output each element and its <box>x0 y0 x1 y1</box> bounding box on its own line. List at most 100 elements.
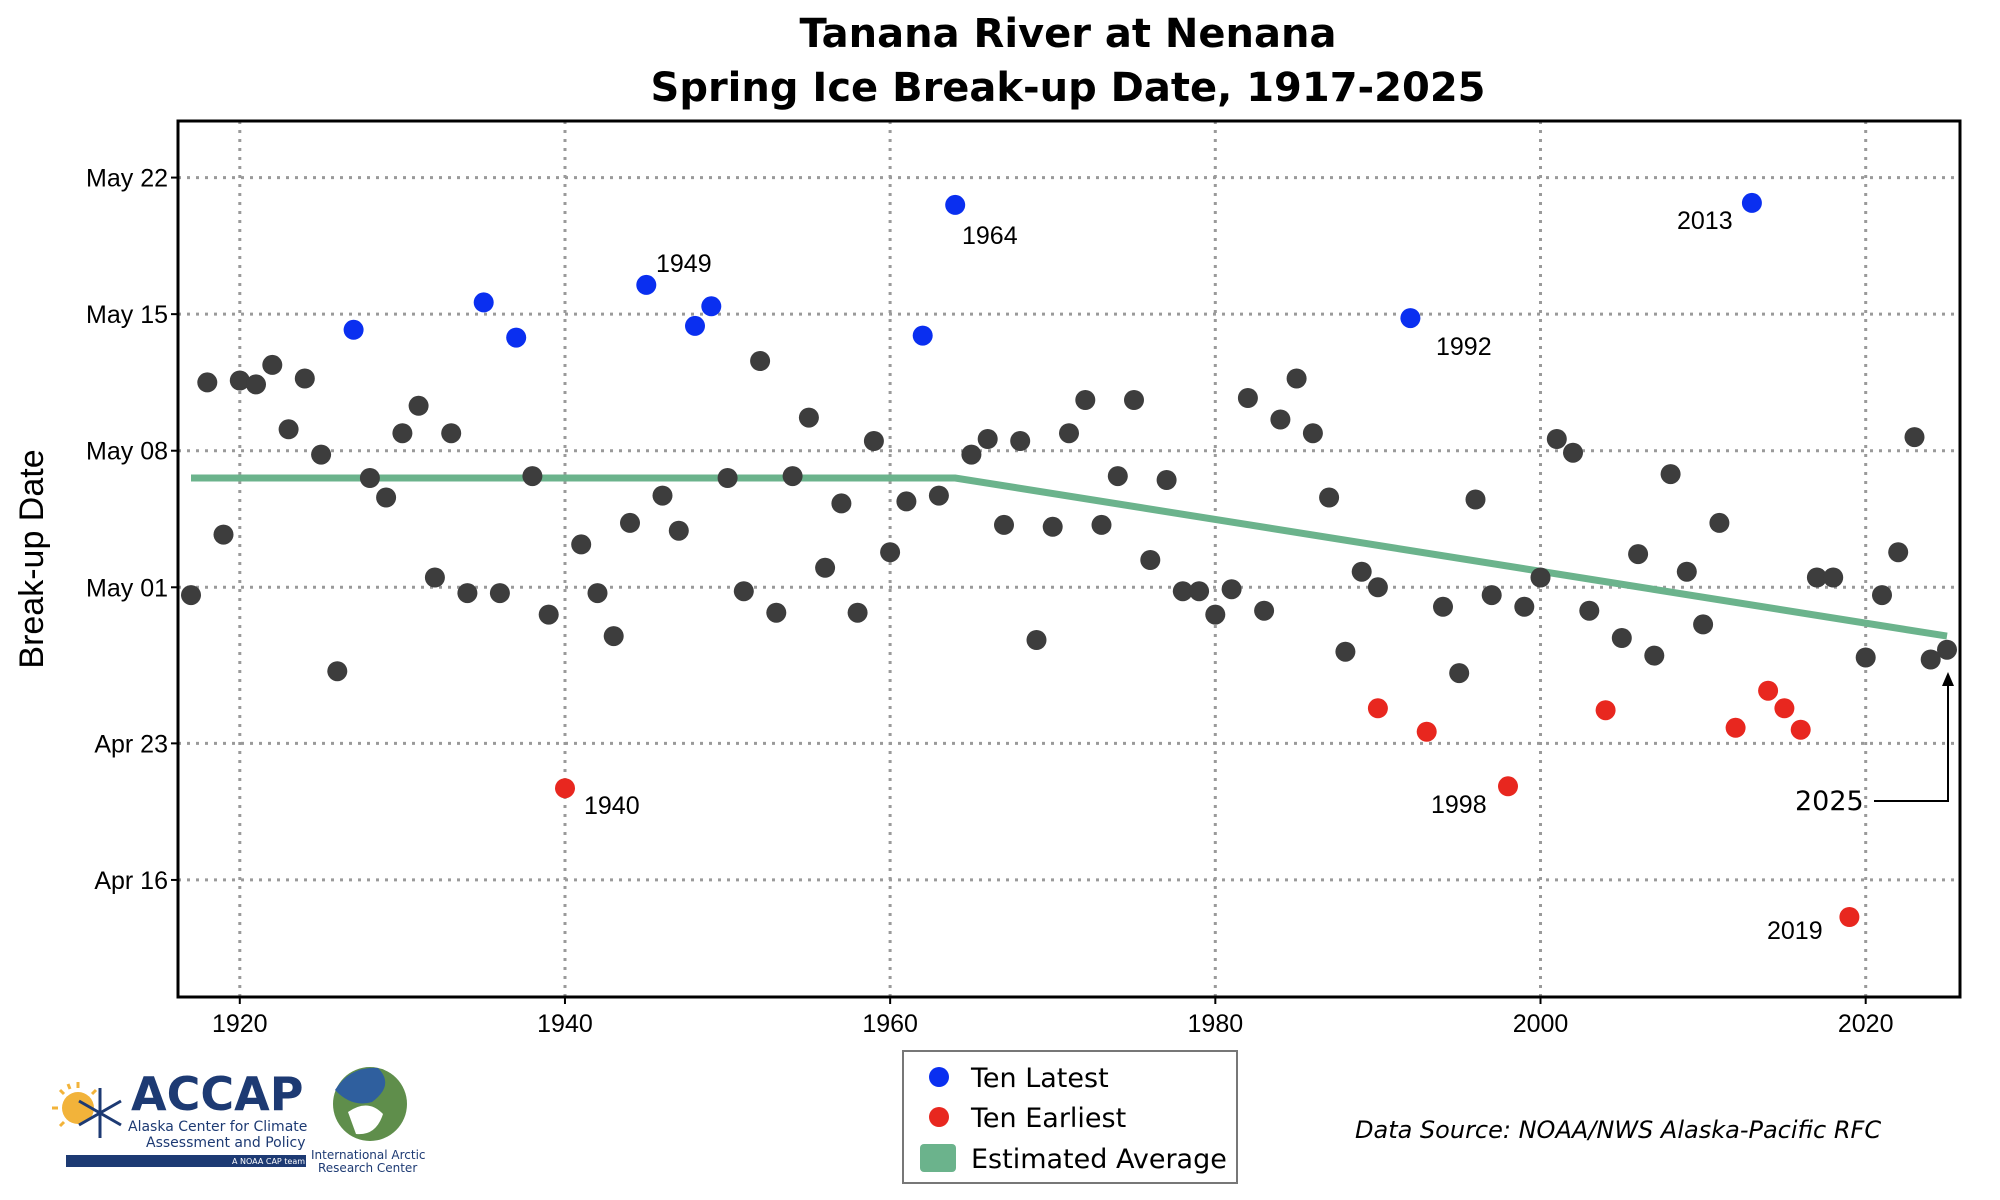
point-normal-1960 <box>880 542 901 563</box>
point-normal-1979 <box>1189 581 1210 602</box>
legend-label-latest: Ten Latest <box>970 1063 1109 1094</box>
point-normal-2024 <box>1920 649 1941 670</box>
point-normal-1977 <box>1156 470 1177 490</box>
point-normal-1958 <box>847 602 868 623</box>
x-tick-label: 1920 <box>212 1010 268 1038</box>
point-normal-1926 <box>327 661 348 682</box>
y-axis-ticks: Apr 16 Apr 23 May 01 May 08 May 15 May 22 <box>86 165 178 895</box>
point-earliest-2012 <box>1725 717 1746 738</box>
point-normal-1931 <box>408 395 429 416</box>
point-latest-1935 <box>473 292 494 313</box>
point-normal-1955 <box>798 407 819 428</box>
point-latest-1927 <box>343 319 364 340</box>
point-normal-2008 <box>1660 464 1681 485</box>
chart-title-line2: Spring Ice Break-up Date, 1917-2025 <box>651 65 1486 111</box>
point-normal-1965 <box>961 444 982 465</box>
point-normal-1997 <box>1481 585 1502 606</box>
annotations: 1949 1964 2013 1992 1940 1998 2019 2025 <box>584 207 1954 945</box>
point-normal-1923 <box>278 419 299 440</box>
data-source-text: Data Source: NOAA/NWS Alaska-Pacific RFC <box>1355 1116 1881 1144</box>
annotation-2013: 2013 <box>1677 207 1733 235</box>
point-normal-1936 <box>489 583 510 604</box>
legend-marker-latest <box>929 1067 949 1087</box>
point-normal-1967 <box>994 514 1014 535</box>
point-normal-1989 <box>1351 561 1372 582</box>
point-normal-1920 <box>229 370 250 391</box>
point-normal-2010 <box>1693 614 1714 635</box>
legend-frame <box>902 1050 1238 1184</box>
legend-label-average: Estimated Average <box>971 1144 1227 1175</box>
point-normal-1929 <box>376 487 397 508</box>
point-normal-1954 <box>782 466 803 487</box>
point-normal-1968 <box>1010 431 1031 451</box>
point-normal-1987 <box>1319 487 1340 508</box>
accap-logo-line1: Alaska Center for Climate <box>128 1119 307 1135</box>
point-latest-1964 <box>945 194 966 215</box>
point-latest-1945 <box>636 274 657 295</box>
legend: Ten Latest Ten Earliest Estimated Averag… <box>902 1050 1238 1184</box>
point-normal-1982 <box>1237 388 1258 408</box>
point-normal-1996 <box>1465 489 1486 510</box>
point-earliest-1993 <box>1416 721 1437 742</box>
point-normal-1938 <box>522 466 543 487</box>
average-line <box>191 474 1948 640</box>
point-normal-2009 <box>1676 561 1697 582</box>
point-normal-1918 <box>197 372 218 393</box>
point-normal-1941 <box>571 534 592 555</box>
sun-icon <box>62 1092 94 1124</box>
point-latest-1937 <box>506 327 527 348</box>
point-normal-1963 <box>928 485 949 506</box>
chart-title-line1: Tanana River at Nenana <box>800 11 1337 57</box>
point-normal-2006 <box>1628 544 1649 565</box>
point-normal-2025 <box>1937 639 1957 660</box>
legend-marker-earliest <box>929 1107 949 1127</box>
point-normal-1978 <box>1172 581 1193 602</box>
point-normal-2002 <box>1563 442 1583 463</box>
point-normal-1975 <box>1124 390 1144 410</box>
point-normal-2001 <box>1546 429 1567 449</box>
annotation-1964: 1964 <box>962 222 1018 250</box>
point-normal-2020 <box>1855 647 1876 668</box>
annotation-2025-arrow-line <box>1874 682 1949 802</box>
point-normal-1994 <box>1433 596 1453 617</box>
point-normal-1974 <box>1107 466 1128 487</box>
point-latest-1962 <box>912 325 933 346</box>
point-normal-1983 <box>1254 600 1275 621</box>
accap-logo: ACCAP Alaska Center for Climate Assessme… <box>52 1067 307 1167</box>
point-normal-1943 <box>603 626 624 647</box>
iarc-logo: International Arctic Research Center <box>311 1067 426 1175</box>
accap-logo-name: ACCAP <box>131 1067 303 1121</box>
point-normal-1925 <box>311 444 332 465</box>
point-latest-1948 <box>685 315 705 336</box>
average-line-layer <box>191 474 1948 640</box>
point-normal-1972 <box>1075 390 1096 410</box>
point-normal-1953 <box>766 602 787 623</box>
point-normal-1934 <box>457 583 478 604</box>
y-tick-label: May 01 <box>86 574 168 602</box>
point-earliest-2004 <box>1595 700 1616 721</box>
point-normal-1961 <box>896 491 917 512</box>
iarc-logo-line2: Research Center <box>318 1161 417 1175</box>
point-normal-1980 <box>1205 604 1226 625</box>
point-normal-1999 <box>1514 596 1535 617</box>
x-tick-label: 2020 <box>1838 1010 1894 1038</box>
point-normal-1988 <box>1335 641 1356 662</box>
point-latest-1949 <box>701 296 722 317</box>
point-normal-2005 <box>1611 628 1632 648</box>
point-normal-1969 <box>1026 630 1047 650</box>
point-normal-1952 <box>750 351 771 371</box>
point-earliest-2015 <box>1774 698 1795 719</box>
y-axis-label: Break-up Date <box>13 449 51 668</box>
sun-rays-icon <box>52 1082 98 1128</box>
x-tick-label: 1960 <box>862 1010 918 1038</box>
annotation-1998: 1998 <box>1431 791 1487 819</box>
point-normal-1981 <box>1221 579 1242 600</box>
point-normal-1959 <box>863 431 884 451</box>
x-tick-label: 1980 <box>1188 1010 1244 1038</box>
point-normal-1924 <box>294 368 315 389</box>
point-normal-1950 <box>717 468 738 488</box>
point-normal-2023 <box>1904 427 1925 448</box>
annotation-1949: 1949 <box>656 250 712 278</box>
point-normal-1986 <box>1302 423 1323 444</box>
point-normal-1976 <box>1140 550 1161 570</box>
